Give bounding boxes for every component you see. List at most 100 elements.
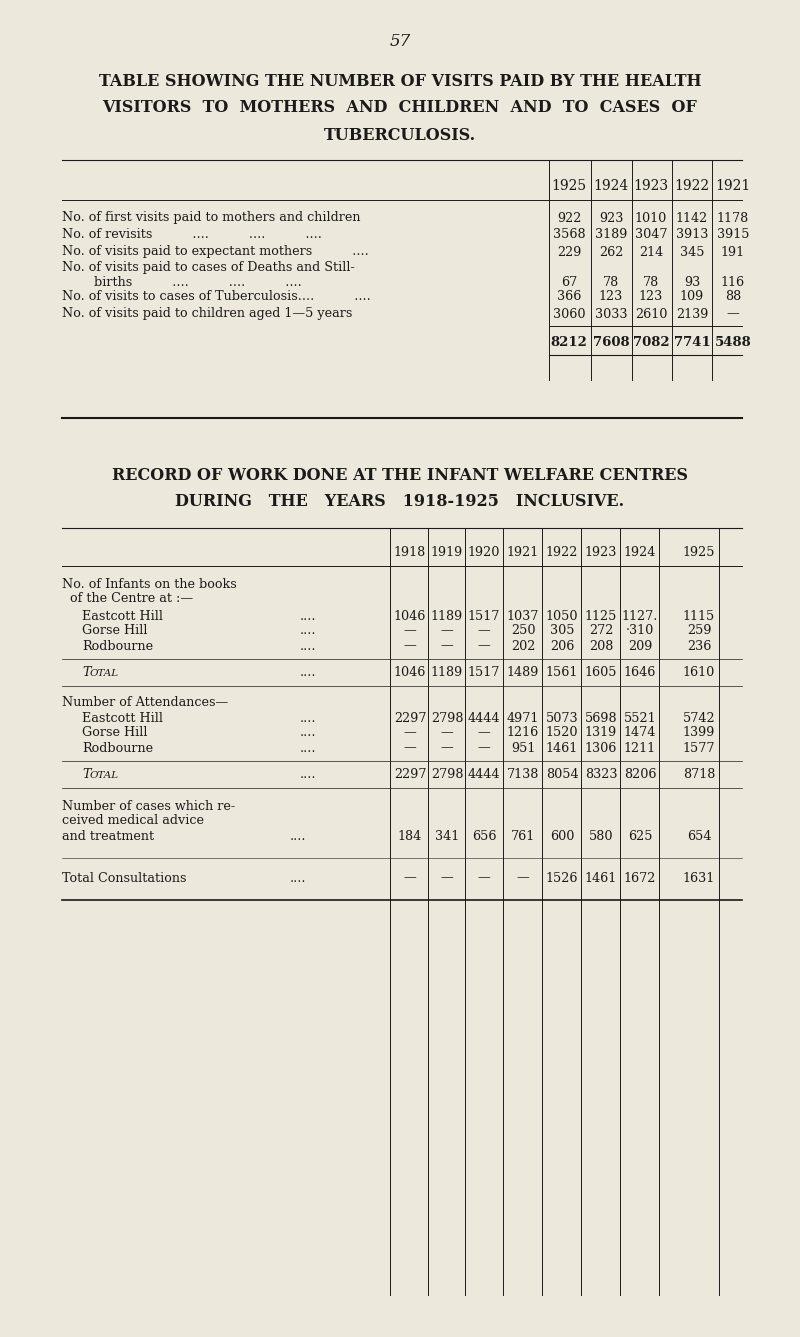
Text: 1577: 1577	[682, 742, 715, 754]
Text: 5521: 5521	[624, 711, 656, 725]
Text: 1921: 1921	[507, 545, 539, 559]
Text: 67: 67	[561, 275, 577, 289]
Text: 3047: 3047	[634, 229, 667, 242]
Text: 8323: 8323	[585, 769, 618, 782]
Text: 1216: 1216	[507, 726, 539, 739]
Text: T: T	[82, 667, 90, 679]
Text: ·310: ·310	[626, 624, 654, 638]
Text: 1921: 1921	[715, 179, 750, 193]
Text: 1319: 1319	[585, 726, 617, 739]
Text: 93: 93	[684, 275, 700, 289]
Text: 7082: 7082	[633, 336, 670, 349]
Text: 1046: 1046	[394, 610, 426, 623]
Text: 3915: 3915	[717, 229, 750, 242]
Text: ....: ....	[300, 711, 317, 725]
Text: 1517: 1517	[468, 610, 500, 623]
Text: No. of visits paid to cases of Deaths and Still-: No. of visits paid to cases of Deaths an…	[62, 261, 354, 274]
Text: 1526: 1526	[546, 872, 578, 885]
Text: 923: 923	[599, 211, 623, 225]
Text: VISITORS  TO  MOTHERS  AND  CHILDREN  AND  TO  CASES  OF: VISITORS TO MOTHERS AND CHILDREN AND TO …	[102, 99, 698, 116]
Text: 206: 206	[550, 639, 574, 652]
Text: 654: 654	[686, 829, 711, 842]
Text: 209: 209	[628, 639, 652, 652]
Text: 1924: 1924	[624, 545, 656, 559]
Text: 1918: 1918	[394, 545, 426, 559]
Text: Gorse Hill: Gorse Hill	[82, 726, 147, 739]
Text: 7608: 7608	[593, 336, 630, 349]
Text: 5073: 5073	[546, 711, 578, 725]
Text: 7138: 7138	[507, 769, 539, 782]
Text: —: —	[478, 742, 490, 754]
Text: 1925: 1925	[682, 545, 715, 559]
Text: 1922: 1922	[546, 545, 578, 559]
Text: Eastcott Hill: Eastcott Hill	[82, 610, 163, 623]
Text: Gorse Hill: Gorse Hill	[82, 624, 147, 638]
Text: 123: 123	[599, 290, 623, 303]
Text: 1010: 1010	[635, 211, 667, 225]
Text: 951: 951	[511, 742, 535, 754]
Text: 1924: 1924	[594, 179, 629, 193]
Text: 2798: 2798	[430, 769, 463, 782]
Text: ....: ....	[300, 742, 317, 754]
Text: 1461: 1461	[546, 742, 578, 754]
Text: 1037: 1037	[507, 610, 539, 623]
Text: No. of Infants on the books: No. of Infants on the books	[62, 578, 237, 591]
Text: Rodbourne: Rodbourne	[82, 639, 153, 652]
Text: —: —	[478, 726, 490, 739]
Text: ....: ....	[290, 872, 306, 885]
Text: OTAL: OTAL	[90, 770, 119, 779]
Text: 3913: 3913	[676, 229, 708, 242]
Text: T: T	[82, 769, 90, 782]
Text: 3033: 3033	[594, 308, 627, 321]
Text: 229: 229	[557, 246, 581, 258]
Text: 625: 625	[628, 829, 652, 842]
Text: 1474: 1474	[624, 726, 656, 739]
Text: 123: 123	[639, 290, 663, 303]
Text: 1211: 1211	[624, 742, 656, 754]
Text: No. of visits to cases of Tuberculosis....          ....: No. of visits to cases of Tuberculosis..…	[62, 290, 370, 303]
Text: 1461: 1461	[585, 872, 617, 885]
Text: 4971: 4971	[507, 711, 539, 725]
Text: 1517: 1517	[468, 667, 500, 679]
Text: 3568: 3568	[553, 229, 586, 242]
Text: ....: ....	[300, 726, 317, 739]
Text: Number of cases which re-: Number of cases which re-	[62, 801, 235, 813]
Text: 1561: 1561	[546, 667, 578, 679]
Text: RECORD OF WORK DONE AT THE INFANT WELFARE CENTRES: RECORD OF WORK DONE AT THE INFANT WELFAR…	[112, 467, 688, 484]
Text: of the Centre at :—: of the Centre at :—	[62, 591, 193, 604]
Text: births          ....          ....          ....: births .... .... ....	[62, 275, 302, 289]
Text: —: —	[404, 639, 416, 652]
Text: —: —	[726, 308, 739, 321]
Text: 3060: 3060	[553, 308, 586, 321]
Text: 1142: 1142	[676, 211, 708, 225]
Text: OTAL: OTAL	[90, 668, 119, 678]
Text: 1489: 1489	[507, 667, 539, 679]
Text: 259: 259	[686, 624, 711, 638]
Text: 3189: 3189	[595, 229, 627, 242]
Text: ....: ....	[300, 610, 317, 623]
Text: 1920: 1920	[468, 545, 500, 559]
Text: 1520: 1520	[546, 726, 578, 739]
Text: 656: 656	[472, 829, 496, 842]
Text: 2798: 2798	[430, 711, 463, 725]
Text: 2297: 2297	[394, 769, 426, 782]
Text: 1189: 1189	[431, 667, 463, 679]
Text: 202: 202	[511, 639, 535, 652]
Text: No. of revisits          ....          ....          ....: No. of revisits .... .... ....	[62, 229, 322, 242]
Text: 1923: 1923	[634, 179, 669, 193]
Text: 214: 214	[639, 246, 663, 258]
Text: ....: ....	[300, 624, 317, 638]
Text: —: —	[478, 639, 490, 652]
Text: 8206: 8206	[624, 769, 656, 782]
Text: 7741: 7741	[674, 336, 710, 349]
Text: 1925: 1925	[551, 179, 586, 193]
Text: 262: 262	[599, 246, 623, 258]
Text: 1178: 1178	[717, 211, 749, 225]
Text: 305: 305	[550, 624, 574, 638]
Text: 8212: 8212	[550, 336, 587, 349]
Text: 1046: 1046	[394, 667, 426, 679]
Text: 8054: 8054	[546, 769, 578, 782]
Text: DURING   THE   YEARS   1918-1925   INCLUSIVE.: DURING THE YEARS 1918-1925 INCLUSIVE.	[175, 492, 625, 509]
Text: 2139: 2139	[676, 308, 708, 321]
Text: 1189: 1189	[431, 610, 463, 623]
